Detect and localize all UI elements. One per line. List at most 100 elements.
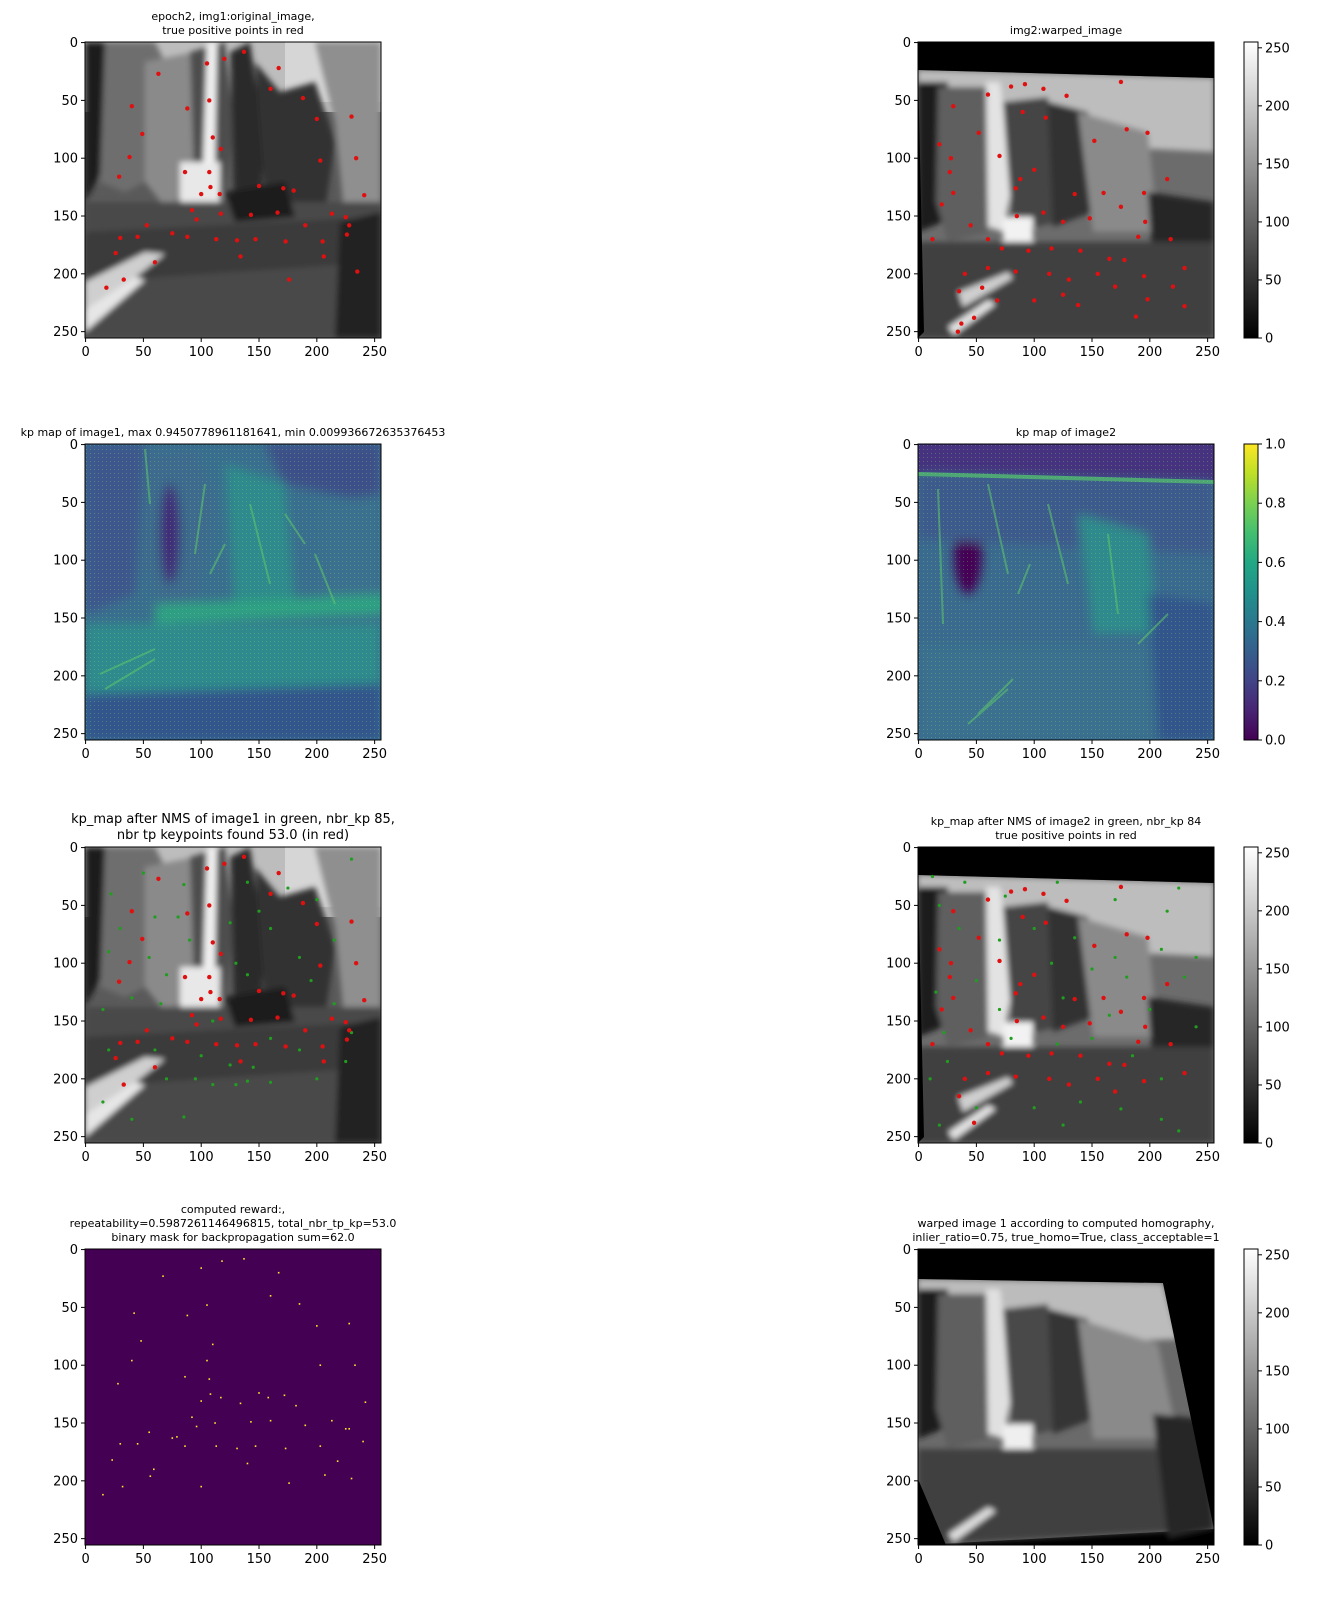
mask-pixel [324,1474,326,1476]
mask-pixel [208,1378,211,1380]
y-tick-label: 200 [886,1474,911,1489]
y-tick-label: 100 [53,1359,78,1374]
keypoint-red [930,1041,935,1047]
keypoint-red [1032,298,1037,303]
keypoint-red [1013,186,1018,191]
x-tick-label: 100 [189,1150,214,1165]
keypoint-red [995,298,1000,303]
y-tick-label: 200 [886,1072,911,1087]
y-tick-label: 0 [70,438,78,453]
y-tick-label: 150 [886,612,911,627]
y-tick-label: 50 [894,899,911,914]
mask-pixel [191,1416,193,1419]
keypoint-red [129,908,135,914]
mask-pixel [131,1359,133,1362]
keypoint-red [1143,219,1148,224]
keypoint-red [234,238,240,243]
keypoint-green [1130,1054,1135,1058]
x-tick-label: 100 [1022,345,1047,360]
panel-p6: kp_map after NMS of image2 in green, nbr… [886,815,1220,1165]
y-tick-label: 0 [70,1243,78,1258]
mask-pixel [319,1445,322,1447]
mask-pixel [348,1427,351,1430]
keypoint-red [362,193,367,198]
keypoint-green [1177,886,1181,890]
keypoint-red [283,1044,288,1049]
keypoint-red [1078,1053,1083,1058]
keypoint-red [321,1059,326,1064]
axes-frame [917,41,1215,339]
keypoint-red [1066,277,1072,282]
keypoint-red [1043,115,1048,120]
mask-pixel [364,1401,367,1404]
mask-pixel [111,1459,113,1461]
y-tick-label: 100 [886,152,911,167]
colorbar-tick-label: 0 [1265,1137,1273,1152]
x-tick-label: 100 [1022,1552,1047,1567]
keypoint-red [971,315,977,320]
colorbar-tick-label: 50 [1265,1480,1282,1495]
keypoint-red [248,1017,254,1023]
panel-p8: warped image 1 according to computed hom… [886,1217,1220,1567]
y-tick-label: 250 [53,325,78,340]
y-tick-label: 150 [53,1417,78,1432]
keypoint-green [107,1048,111,1052]
keypoint-red [1143,1024,1148,1029]
colorbar-tick-label: 0.4 [1265,615,1286,630]
keypoint-red [210,940,215,945]
keypoint-red [1049,246,1054,251]
keypoint-red [238,254,243,259]
colorbar-gradient [1244,847,1258,1143]
keypoint-red [976,130,981,135]
keypoint-red [979,285,985,290]
keypoint-red [1014,213,1020,219]
keypoint-green [315,1077,319,1081]
keypoint-green [141,871,145,875]
keypoint-red [1020,914,1025,920]
keypoint-green [193,1077,198,1081]
keypoint-red [218,211,224,216]
keypoint-green [257,909,261,913]
keypoint-green [234,961,238,965]
keypoint-red [152,260,158,265]
keypoint-red [182,169,188,175]
keypoint-red [956,288,962,294]
mask-pixel [119,1443,122,1445]
keypoint-red [1060,219,1066,224]
keypoint-red [1066,1082,1072,1087]
x-tick-label: 0 [914,747,922,762]
mask-pixel [148,1431,150,1434]
keypoint-red [947,974,952,980]
keypoint-red [1164,176,1170,182]
mask-pixel [133,1312,135,1314]
keypoint-green [211,1083,215,1087]
keypoint-green [251,1065,255,1069]
keypoint-red [268,86,273,92]
y-tick-label: 50 [894,94,911,109]
keypoint-green [1119,1107,1123,1111]
x-tick-label: 50 [135,345,152,360]
x-tick-label: 50 [968,747,985,762]
keypoint-green [211,1019,215,1023]
keypoint-red [1032,972,1037,977]
keypoint-red [1145,130,1150,135]
keypoint-red [959,321,964,326]
mask-pixel [344,1427,347,1430]
colorbar-cb2: 0.0 0.2 0.4 0.6 0.8 1.0 [1243,438,1286,749]
mask-pixel [258,1392,260,1394]
y-tick-label: 150 [886,1015,911,1030]
colorbar-frame [1243,1248,1259,1546]
keypoint-red [1026,1053,1031,1058]
mask-pixel [362,1440,364,1443]
y-tick-label: 0 [70,841,78,856]
keypoint-red [314,116,320,122]
y-tick-label: 50 [61,899,78,914]
keypoint-red [1092,943,1097,949]
keypoint-red [1020,109,1025,115]
colorbar-tick-label: 0 [1265,1539,1273,1554]
keypoint-red [355,269,360,274]
colorbar-cb4: 0 50 100 150 200 250 [1243,1248,1290,1554]
